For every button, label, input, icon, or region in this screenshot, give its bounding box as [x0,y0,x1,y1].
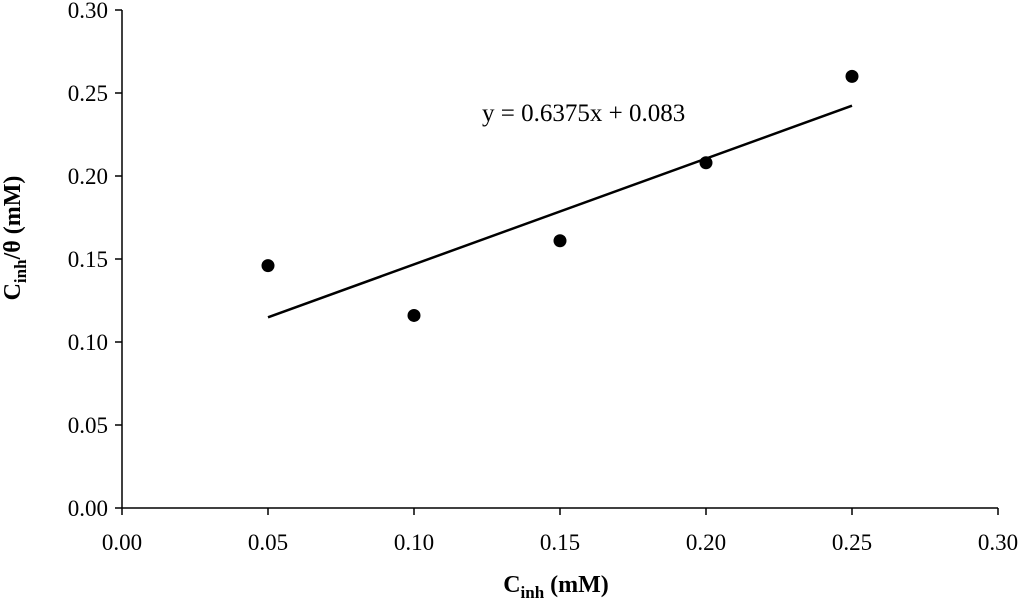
y-axis-title-main: C [0,283,26,300]
y-tick-label: 0.10 [68,330,108,355]
x-tick-label: 0.15 [540,530,580,555]
x-tick-label: 0.10 [394,530,434,555]
y-tick-label: 0.15 [68,247,108,272]
axis-titles: y = 0.6375x + 0.083 Cinh (mM) Cinh/θ (mM… [0,100,685,602]
x-tick-label: 0.05 [248,530,288,555]
data-point [261,259,275,273]
x-tick-label: 0.20 [686,530,726,555]
data-points [261,69,859,322]
data-point [553,234,567,248]
y-tick-label: 0.20 [68,164,108,189]
trendline-group [267,104,853,319]
trendline-equation-label: y = 0.6375x + 0.083 [482,100,685,127]
x-axis-title-rest: (mM) [544,572,609,598]
y-axis-title-rest: /θ (mM) [0,176,26,261]
data-point [845,69,859,83]
x-axis-title: Cinh (mM) [503,572,609,602]
x-axis-title-main: C [503,572,520,598]
ticks: 0.00 0.05 0.10 0.15 0.20 0.25 0.30 0.00 0.05 0.10… [68,0,1018,555]
data-point [407,308,421,322]
x-axis-title-sub: inh [521,583,545,602]
data-point [699,156,713,170]
y-axis-title: Cinh/θ (mM) [0,176,30,301]
axes [121,10,998,509]
y-tick-label: 0.25 [68,81,108,106]
x-tick-label: 0.25 [832,530,872,555]
y-tick-label: 0.05 [68,413,108,438]
y-axis-title-sub: inh [11,259,30,283]
y-tick-label: 0.30 [68,0,108,23]
trendline [267,104,853,319]
y-tick-label: 0.00 [68,496,108,521]
x-tick-label: 0.30 [978,530,1018,555]
x-tick-label: 0.00 [102,530,142,555]
